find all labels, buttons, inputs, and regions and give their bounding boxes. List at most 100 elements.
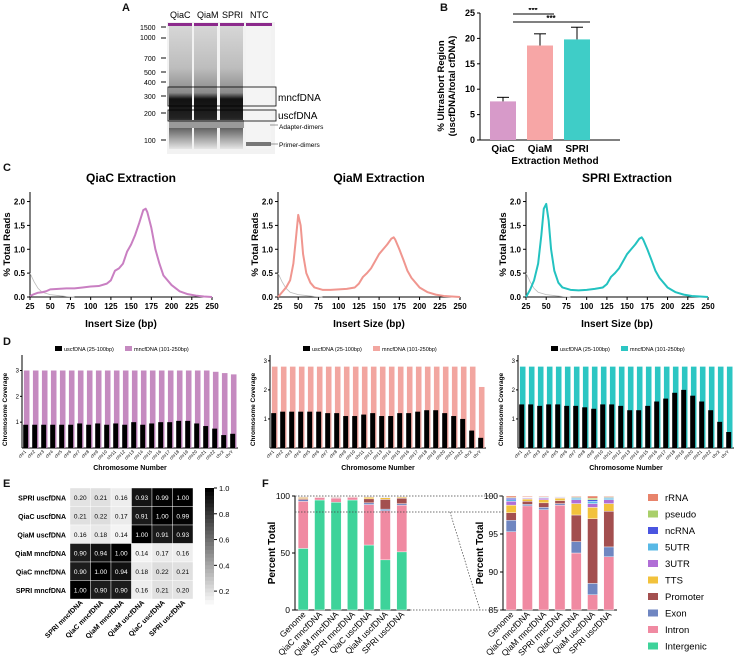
profile-xtick-label: 100: [580, 302, 594, 311]
profile-xtick-label: 100: [332, 302, 346, 311]
bar-uscfdna-chrY: [478, 437, 484, 448]
bar-mncfdna-chr4: [298, 366, 305, 448]
legend-swatch-pseudo: [648, 510, 658, 518]
bar-uscfdna-chr19: [185, 420, 191, 448]
heatmap-cell-value: 1.00: [74, 587, 87, 594]
profile-ytick-label: 0.0: [14, 293, 26, 302]
gel-well-qiam: [194, 23, 218, 26]
colorscale-segment: [205, 596, 214, 601]
stacked-segment-exon: [603, 546, 615, 557]
stacked-segment-intron: [347, 497, 358, 501]
profile-ytick-label: 1.0: [510, 245, 522, 254]
profile-line: [277, 213, 461, 298]
chrom-label: chr17: [408, 449, 420, 461]
chrom-label: chrY: [720, 449, 730, 459]
legend-swatch-intron: [648, 626, 658, 633]
chrom-label: chrX: [463, 449, 473, 459]
chrom-label: chr20: [683, 449, 695, 461]
panel-letter-d: D: [3, 336, 11, 348]
ladder-500: 500: [144, 70, 156, 77]
bar-category-label: QiaC: [491, 144, 514, 155]
legend-label-5utr: 5UTR: [665, 543, 690, 554]
stacked-segment-exon: [380, 508, 391, 512]
coverage-ytick-label: 3: [16, 369, 20, 375]
stacked-segment-intron: [297, 501, 309, 549]
gel-well-ntc: [246, 23, 272, 26]
heatmap-cell: [172, 580, 194, 600]
coverage-chart-qiam: uscfDNA (25-100bp) mncfDNA (101-250bp) Chr…: [250, 346, 486, 472]
bar-uscfdna-chr7: [573, 405, 579, 448]
stacked-segment-intron: [522, 505, 533, 611]
colorscale-segment: [205, 526, 214, 532]
legend-label-3utr: 3UTR: [665, 559, 690, 570]
profile-xtick-label: 175: [393, 302, 407, 311]
profile-title: QiaC Extraction: [86, 171, 176, 185]
stacked-segment-ncrna: [587, 499, 598, 502]
stacked-segment-tts: [603, 503, 615, 512]
coverage-ylabel: Chromosome Coverage: [250, 372, 257, 446]
chrom-label: chr14: [629, 449, 641, 461]
chrom-label: chr22: [205, 449, 217, 461]
colorscale-segment: [205, 546, 214, 551]
reference-curve: [277, 272, 323, 298]
legend-label-pseudo: pseudo: [665, 510, 696, 521]
stacked-segment-tts: [571, 503, 582, 516]
profile-xtick-label: 125: [104, 302, 118, 311]
colorscale-segment: [205, 592, 214, 597]
bar-mncfdna-chr7: [325, 366, 332, 448]
bar-ytick-label: 10: [465, 84, 475, 94]
profile-xtick-label: 75: [562, 302, 571, 311]
legend-label-mncfdna: mncfDNA (101-250bp): [630, 347, 685, 353]
bar-uscfdna-chr20: [690, 395, 696, 448]
colorscale-segment: [205, 538, 214, 543]
heatmap-col-label: QiaC mncfDNA: [65, 599, 105, 639]
chrom-label: chr6: [558, 449, 568, 459]
bar-uscfdna-chr4: [50, 424, 56, 448]
bar-mncfdna-chrX: [717, 366, 724, 448]
bar-mncfdna-chr10: [104, 370, 111, 448]
bar-ytick-label: 25: [465, 8, 475, 18]
profile-ytick-label: 1.0: [14, 245, 26, 254]
stacked-segment-promoter: [522, 501, 533, 505]
bar-mncfdna-chr2: [32, 370, 39, 448]
stacked-segment-intergenic: [363, 544, 375, 611]
chrom-label: chr17: [160, 449, 172, 461]
bar-chart-b: % Ultrashort Region (uscfDNA/total cfDNA…: [436, 8, 620, 167]
bar-uscfdna-chr19: [681, 389, 687, 448]
heatmap-cell-value: 0.16: [176, 550, 189, 557]
chrom-label: chr5: [53, 449, 63, 459]
legend-label-tts: TTS: [665, 576, 683, 587]
bar-mncfdna-chr19: [185, 370, 192, 448]
chrom-label: chr8: [80, 449, 90, 459]
gel-well-qiac: [168, 23, 192, 26]
heatmap-cell-value: 1.00: [135, 532, 148, 539]
bar-mncfdna-chr17: [167, 370, 174, 448]
legend-swatch-mncfdna: [373, 346, 380, 351]
bar-mncfdna-chr12: [122, 370, 129, 448]
coverage-xlabel: Chromosome Number: [589, 465, 663, 472]
profile-ytick-label: 1.5: [510, 221, 522, 230]
gel-lane-spri: [220, 24, 243, 149]
ladder-300: 300: [144, 94, 156, 101]
chrom-label: chr19: [426, 449, 438, 461]
stacked-segment-pseudo: [587, 498, 598, 500]
chrom-label: chr10: [345, 449, 357, 461]
heatmap-cell-value: 0.22: [94, 513, 107, 520]
significance-1: ***: [528, 8, 538, 15]
stacked-segment-exon: [505, 520, 517, 532]
chrom-label: chr2: [26, 449, 36, 459]
chrom-label: chr1: [17, 449, 27, 459]
stacked-segment-rrna: [571, 495, 582, 497]
heatmap-cell-value: 0.21: [74, 513, 87, 520]
heatmap-cell-value: 0.94: [115, 569, 128, 576]
stacked-segment-rrna: [538, 495, 549, 497]
bar-uscfdna-chr4: [298, 411, 304, 448]
stacked-segment-promoter: [505, 512, 517, 521]
stacked-segment-exon: [297, 499, 309, 502]
heatmap-row-label: QiaM mncfDNA: [15, 551, 66, 558]
heatmap-cell-value: 0.20: [176, 587, 189, 594]
profile-ytick-label: 1.0: [262, 245, 274, 254]
stacked-segment-5utr: [571, 498, 582, 500]
bar-mncfdna-chr16: [406, 366, 413, 448]
bar-uscfdna-chr21: [699, 401, 705, 448]
